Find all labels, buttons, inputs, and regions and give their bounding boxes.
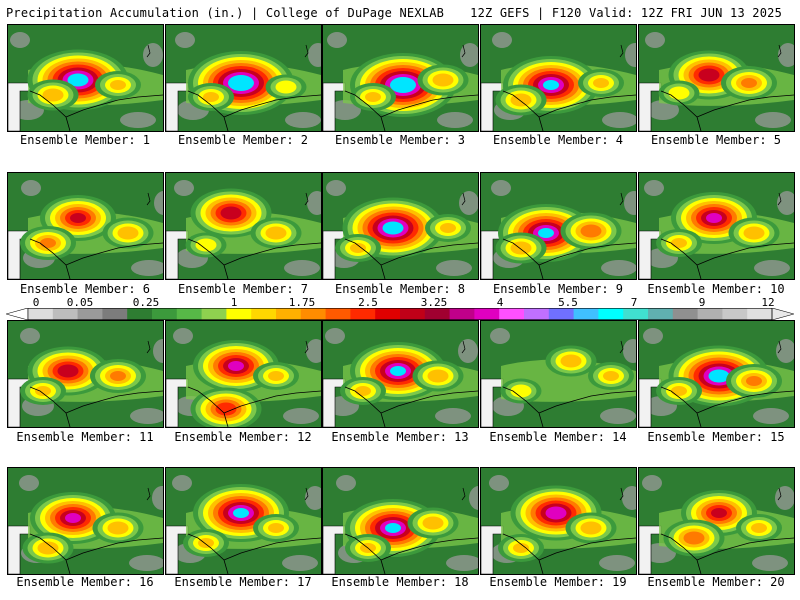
colorbar-tick-label: 0: [32, 296, 40, 309]
colorbar-swatch: [325, 308, 351, 320]
ensemble-member-map: [165, 24, 322, 132]
ensemble-member-map: [7, 172, 164, 280]
ensemble-member-label: Ensemble Member: 2: [177, 133, 309, 147]
colorbar-swatch: [350, 308, 376, 320]
colorbar-swatch: [449, 308, 475, 320]
colorbar-swatch: [276, 308, 302, 320]
ensemble-member-label: Ensemble Member: 5: [650, 133, 782, 147]
ensemble-member-map: [322, 172, 479, 280]
colorbar-tick-label: 1: [230, 296, 238, 309]
colorbar-swatch: [474, 308, 500, 320]
colorbar-swatch: [102, 308, 128, 320]
ensemble-member-label: Ensemble Member: 7: [177, 282, 309, 296]
ensemble-member-map: [7, 24, 164, 132]
colorbar-tick-label: 0.25: [132, 296, 160, 309]
colorbar-tick-label: 1.75: [288, 296, 316, 309]
colorbar-tick-label: 3.25: [420, 296, 448, 309]
ensemble-member-map: [638, 172, 795, 280]
colorbar-swatch: [672, 308, 698, 320]
colorbar-swatch: [226, 308, 252, 320]
ensemble-member-map: [165, 467, 322, 575]
colorbar-tick-label: 2.5: [358, 296, 378, 309]
ensemble-member-label: Ensemble Member: 15: [647, 430, 785, 444]
colorbar-swatch: [300, 308, 326, 320]
ensemble-member-label: Ensemble Member: 11: [16, 430, 154, 444]
colorbar-swatch: [623, 308, 649, 320]
ensemble-member-label: Ensemble Member: 1: [19, 133, 151, 147]
precipitation-colorbar: 0 0.05 0.25 1 1.75 2.5 3.25 4 5.5 7 9 12: [6, 296, 794, 320]
valid-time-label: 12Z GEFS | F120 Valid: 12Z FRI JUN 13 20…: [470, 6, 782, 20]
colorbar-high-arrow: [771, 308, 794, 320]
ensemble-member-label: Ensemble Member: 13: [331, 430, 469, 444]
ensemble-member-map: [7, 320, 164, 428]
colorbar-swatch: [28, 308, 54, 320]
ensemble-member-map: [480, 320, 637, 428]
colorbar-swatch: [127, 308, 153, 320]
colorbar-swatch: [648, 308, 674, 320]
ensemble-member-label: Ensemble Member: 4: [492, 133, 624, 147]
colorbar-swatch: [722, 308, 748, 320]
ensemble-member-map: [480, 172, 637, 280]
ensemble-member-map: [165, 172, 322, 280]
colorbar-low-arrow: [6, 308, 29, 320]
colorbar-swatch: [424, 308, 450, 320]
ensemble-member-label: Ensemble Member: 12: [174, 430, 312, 444]
colorbar-swatch: [201, 308, 227, 320]
ensemble-member-map: [638, 320, 795, 428]
colorbar-swatch: [375, 308, 401, 320]
colorbar-swatch: [251, 308, 277, 320]
colorbar-swatch: [77, 308, 103, 320]
colorbar-swatch: [747, 308, 773, 320]
ensemble-member-map: [638, 24, 795, 132]
ensemble-member-map: [322, 24, 479, 132]
ensemble-member-label: Ensemble Member: 6: [19, 282, 151, 296]
ensemble-member-map: [480, 24, 637, 132]
ensemble-member-label: Ensemble Member: 20: [647, 575, 785, 589]
map-title: Precipitation Accumulation (in.) | Colle…: [6, 6, 445, 20]
ensemble-member-label: Ensemble Member: 9: [492, 282, 624, 296]
ensemble-member-map: [322, 320, 479, 428]
ensemble-member-label: Ensemble Member: 3: [334, 133, 466, 147]
colorbar-tick-label: 9: [698, 296, 706, 309]
ensemble-member-map: [165, 320, 322, 428]
colorbar-tick-label: 0.05: [66, 296, 94, 309]
colorbar-swatch: [548, 308, 574, 320]
ensemble-member-map: [7, 467, 164, 575]
ensemble-member-map: [480, 467, 637, 575]
colorbar-swatch: [697, 308, 723, 320]
colorbar-swatch: [52, 308, 78, 320]
ensemble-member-label: Ensemble Member: 18: [331, 575, 469, 589]
colorbar-swatch: [499, 308, 525, 320]
ensemble-member-label: Ensemble Member: 16: [16, 575, 154, 589]
colorbar-tick-label: 12: [761, 296, 775, 309]
ensemble-member-label: Ensemble Member: 10: [647, 282, 785, 296]
ensemble-member-map: [322, 467, 479, 575]
colorbar-strip: [6, 308, 794, 320]
ensemble-member-map: [638, 467, 795, 575]
ensemble-member-label: Ensemble Member: 14: [489, 430, 627, 444]
colorbar-swatch: [152, 308, 178, 320]
colorbar-swatch: [400, 308, 426, 320]
ensemble-member-label: Ensemble Member: 17: [174, 575, 312, 589]
ensemble-member-label: Ensemble Member: 8: [334, 282, 466, 296]
colorbar-tick-label: 7: [630, 296, 638, 309]
colorbar-swatch: [176, 308, 202, 320]
colorbar-tick-label: 4: [496, 296, 504, 309]
colorbar-tick-label: 5.5: [558, 296, 578, 309]
ensemble-member-label: Ensemble Member: 19: [489, 575, 627, 589]
colorbar-swatch: [598, 308, 624, 320]
colorbar-swatch: [524, 308, 550, 320]
colorbar-swatch: [573, 308, 599, 320]
